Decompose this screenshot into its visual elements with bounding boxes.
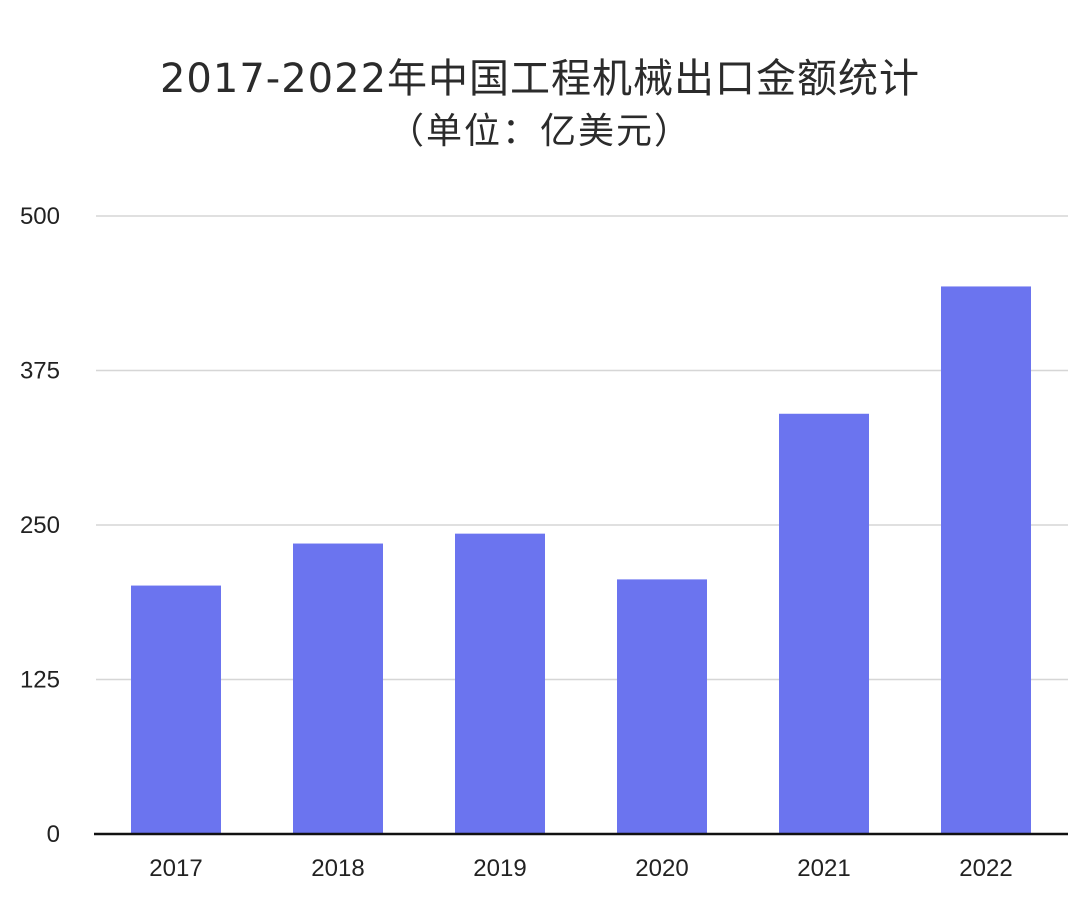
bar-2022 <box>941 286 1031 834</box>
chart-subtitle: （单位：亿美元） <box>387 111 692 152</box>
y-tick-label-125: 125 <box>20 667 60 694</box>
chart-title-block: 2017-2022年中国工程机械出口金额统计 （单位：亿美元） <box>0 52 1080 158</box>
bar-2020 <box>617 579 707 834</box>
bar-2019 <box>455 533 545 834</box>
bar-2017 <box>131 585 221 834</box>
x-tick-label-2021: 2021 <box>797 855 850 882</box>
x-tick-label-2020: 2020 <box>635 855 688 882</box>
x-tick-label-2017: 2017 <box>149 855 202 882</box>
x-tick-label-2022: 2022 <box>959 855 1012 882</box>
gridlines <box>96 215 1068 681</box>
y-tick-label-250: 250 <box>20 512 60 539</box>
x-tick-label-2018: 2018 <box>311 855 364 882</box>
y-tick-label-0: 0 <box>47 821 60 848</box>
bar-2021 <box>779 413 869 834</box>
y-tick-label-500: 500 <box>20 203 60 230</box>
bar-2018 <box>293 543 383 834</box>
chart-title: 2017-2022年中国工程机械出口金额统计 <box>159 56 921 102</box>
tick-labels: 0 125 250 375 500 2017 2018 2019 2020 2021 2022 <box>20 203 1013 882</box>
y-tick-label-375: 375 <box>20 358 60 385</box>
x-tick-label-2019: 2019 <box>473 855 526 882</box>
bars <box>131 286 1031 834</box>
